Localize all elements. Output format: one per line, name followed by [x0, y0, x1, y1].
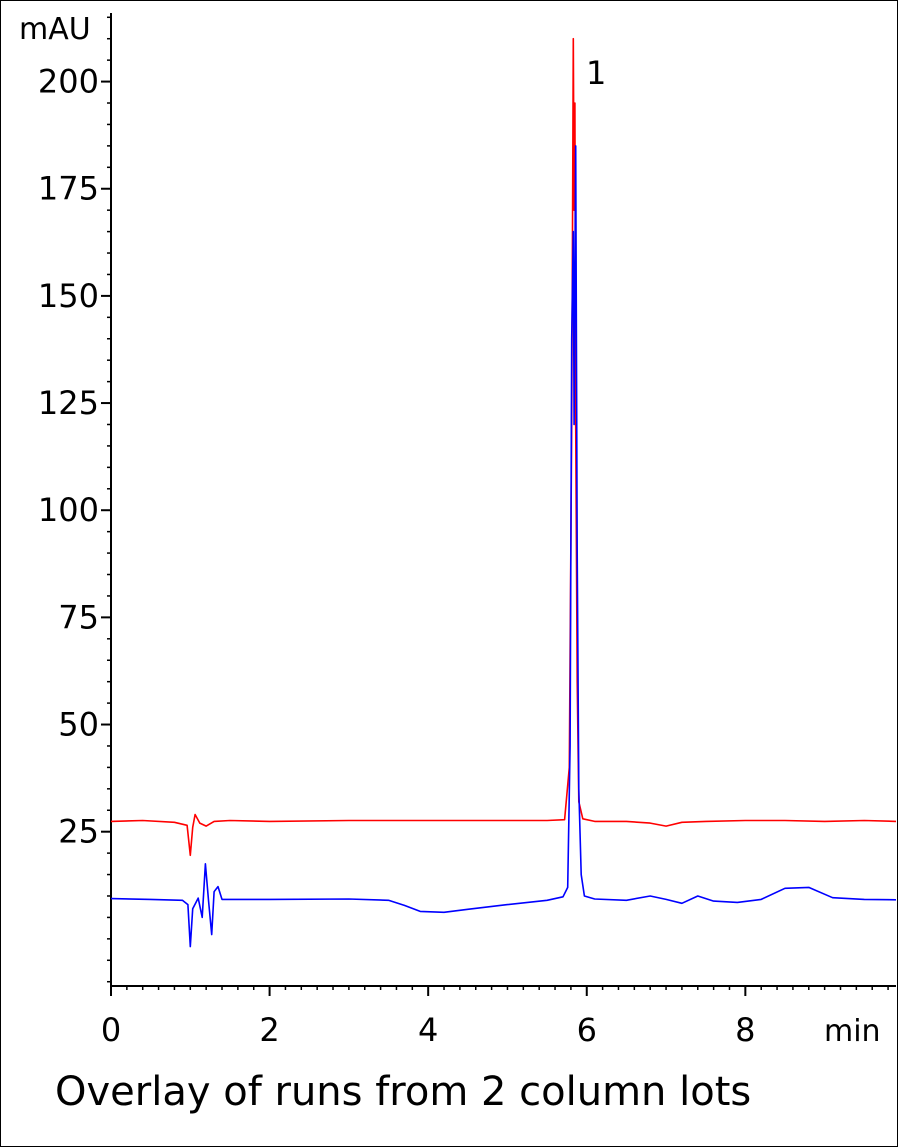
x-tick-label: 0 [101, 1011, 121, 1049]
x-tick-label: 2 [259, 1011, 279, 1049]
x-axis-label: min [824, 1014, 881, 1049]
series-group [110, 37, 897, 948]
y-tick-label: 150 [38, 277, 99, 315]
y-tick-label: 125 [38, 384, 99, 422]
axes [110, 13, 896, 987]
x-tick-label: 4 [418, 1011, 438, 1049]
y-tick-label: 25 [58, 813, 99, 851]
peak-label-1: 1 [586, 54, 606, 92]
x-tick-label: 8 [735, 1011, 755, 1049]
series-line-red [110, 37, 897, 857]
y-tick-label: 175 [38, 170, 99, 208]
y-tick-label: 100 [38, 491, 99, 529]
series-line-blue [110, 145, 897, 948]
ticks: 25 50 75 100 125 150 175 200 0 2 4 6 8 [38, 16, 889, 1049]
y-tick-label: 200 [38, 63, 99, 101]
y-tick-label: 50 [58, 706, 99, 744]
x-tick-label: 6 [577, 1011, 597, 1049]
y-tick-label: 75 [58, 598, 99, 636]
y-axis-label: mAU [19, 12, 91, 47]
chart-caption: Overlay of runs from 2 column lots [55, 1069, 752, 1115]
